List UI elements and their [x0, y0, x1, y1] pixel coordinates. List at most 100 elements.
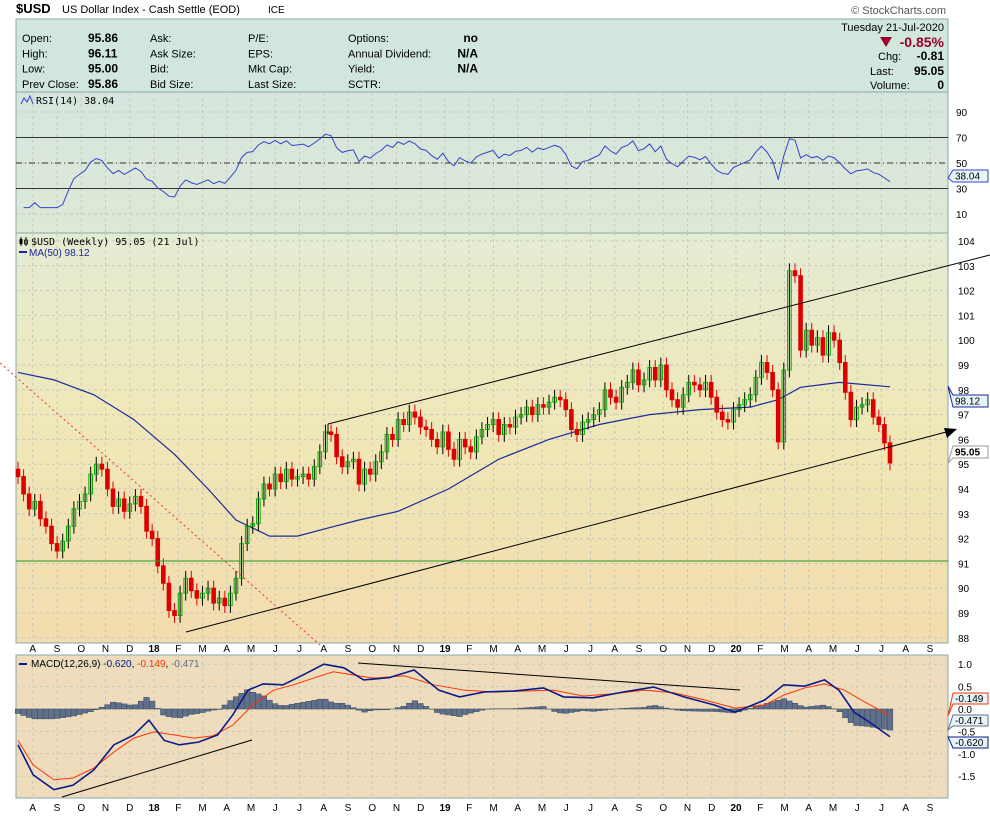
macd-histogram-bar — [98, 706, 105, 710]
month-tick-label: M — [489, 803, 497, 814]
price-tick-label: 92 — [958, 535, 970, 546]
quote-field-value: 96.11 — [88, 46, 118, 60]
candle — [267, 476, 272, 497]
month-tick-label: J — [855, 644, 860, 655]
month-tick-label: O — [77, 803, 85, 814]
macd-histogram-bar — [355, 708, 363, 711]
macd-line — [17, 663, 891, 791]
change-percent: -0.85% — [900, 34, 945, 50]
histogram-value: -0.471 — [171, 659, 200, 670]
month-tick-label: N — [684, 803, 691, 814]
price-tick-label: 96 — [958, 435, 970, 446]
candle — [859, 397, 865, 415]
candle-body — [133, 495, 138, 505]
month-tick-label: A — [320, 644, 327, 655]
macd-histogram-bar — [629, 707, 636, 710]
macd-histogram-bar — [478, 708, 485, 711]
candle-body — [93, 463, 99, 475]
macd-histogram-bar — [400, 706, 407, 710]
price-tick-label: 104 — [958, 237, 975, 248]
quote-field-value: 95.00 — [88, 62, 118, 76]
candle-body — [490, 419, 496, 426]
candle — [362, 461, 367, 492]
candle — [172, 603, 177, 623]
month-tick-label: D — [708, 803, 715, 814]
candle-body — [736, 404, 742, 411]
candle-body — [792, 270, 798, 277]
candle — [479, 422, 485, 445]
macd-histogram-bar — [641, 707, 648, 710]
macd-histogram-bar — [31, 708, 38, 720]
candle-body — [826, 332, 831, 356]
candle — [557, 389, 563, 408]
month-tick-label: J — [564, 644, 569, 655]
macd-panel — [15, 654, 949, 799]
macd-histogram-bar — [434, 708, 441, 713]
candle-body — [848, 391, 854, 421]
macd-histogram-bar — [193, 708, 200, 714]
candle-body — [675, 399, 680, 408]
candle-body — [518, 414, 524, 418]
quote-field-value: 95.86 — [88, 77, 118, 91]
candle — [149, 523, 155, 547]
macd-histogram-bar — [585, 708, 592, 712]
candle — [284, 461, 289, 489]
candle-body — [446, 431, 451, 450]
candle — [49, 518, 54, 551]
exchange: ICE — [268, 5, 285, 16]
month-tick-label: 18 — [148, 644, 160, 655]
price-tick-label: 94 — [958, 485, 970, 496]
macd-histogram-bar — [361, 708, 368, 713]
candle — [747, 387, 753, 408]
quote-field-label: Ask Size: — [150, 48, 196, 60]
candle-body — [563, 399, 569, 411]
macd-histogram-bar — [367, 708, 374, 711]
candle — [613, 389, 619, 410]
candle — [457, 431, 462, 467]
macd-histogram-bar — [439, 708, 446, 715]
candle — [356, 451, 362, 492]
svg-text:98.12: 98.12 — [955, 397, 980, 408]
macd-histogram-bar — [411, 700, 418, 710]
macd-value-tag: -0.620 — [947, 736, 989, 749]
candle — [121, 491, 127, 519]
month-tick-label: F — [466, 803, 472, 814]
candle — [434, 431, 440, 455]
candle — [244, 518, 250, 551]
candle-body — [267, 483, 272, 490]
candle-body — [887, 442, 893, 464]
macd-histogram-bar — [568, 708, 575, 713]
month-tick-label: A — [805, 644, 812, 655]
month-tick-label: A — [514, 803, 521, 814]
candle — [876, 409, 882, 432]
month-tick-label: S — [345, 803, 352, 814]
candle — [88, 466, 93, 502]
candle-body — [787, 270, 792, 371]
candle-body — [513, 416, 518, 428]
candle-body — [272, 473, 278, 490]
month-tick-label: J — [879, 803, 884, 814]
candle — [837, 332, 842, 370]
macd-histogram-bar — [372, 708, 379, 711]
quote-field-label: SCTR: — [348, 79, 381, 91]
macd-histogram-bar — [456, 708, 463, 717]
price-tick-label: 100 — [958, 336, 975, 347]
candle-body — [597, 409, 602, 416]
candle — [138, 489, 144, 514]
candle — [870, 392, 876, 425]
macd-histogram-bar — [646, 705, 653, 710]
candle — [384, 427, 390, 460]
month-tick-label: F — [175, 644, 181, 655]
candle-body — [362, 468, 367, 485]
candle-body — [401, 419, 406, 426]
price-tick-label: 101 — [958, 311, 975, 322]
candle — [440, 424, 446, 455]
candle — [345, 454, 351, 475]
month-tick-label: A — [223, 644, 230, 655]
macd-histogram-bar — [272, 703, 279, 710]
candle — [412, 404, 418, 425]
month-tick-label: 20 — [730, 803, 742, 814]
candle-body — [462, 438, 468, 448]
candle — [591, 407, 597, 427]
candle — [38, 493, 43, 527]
